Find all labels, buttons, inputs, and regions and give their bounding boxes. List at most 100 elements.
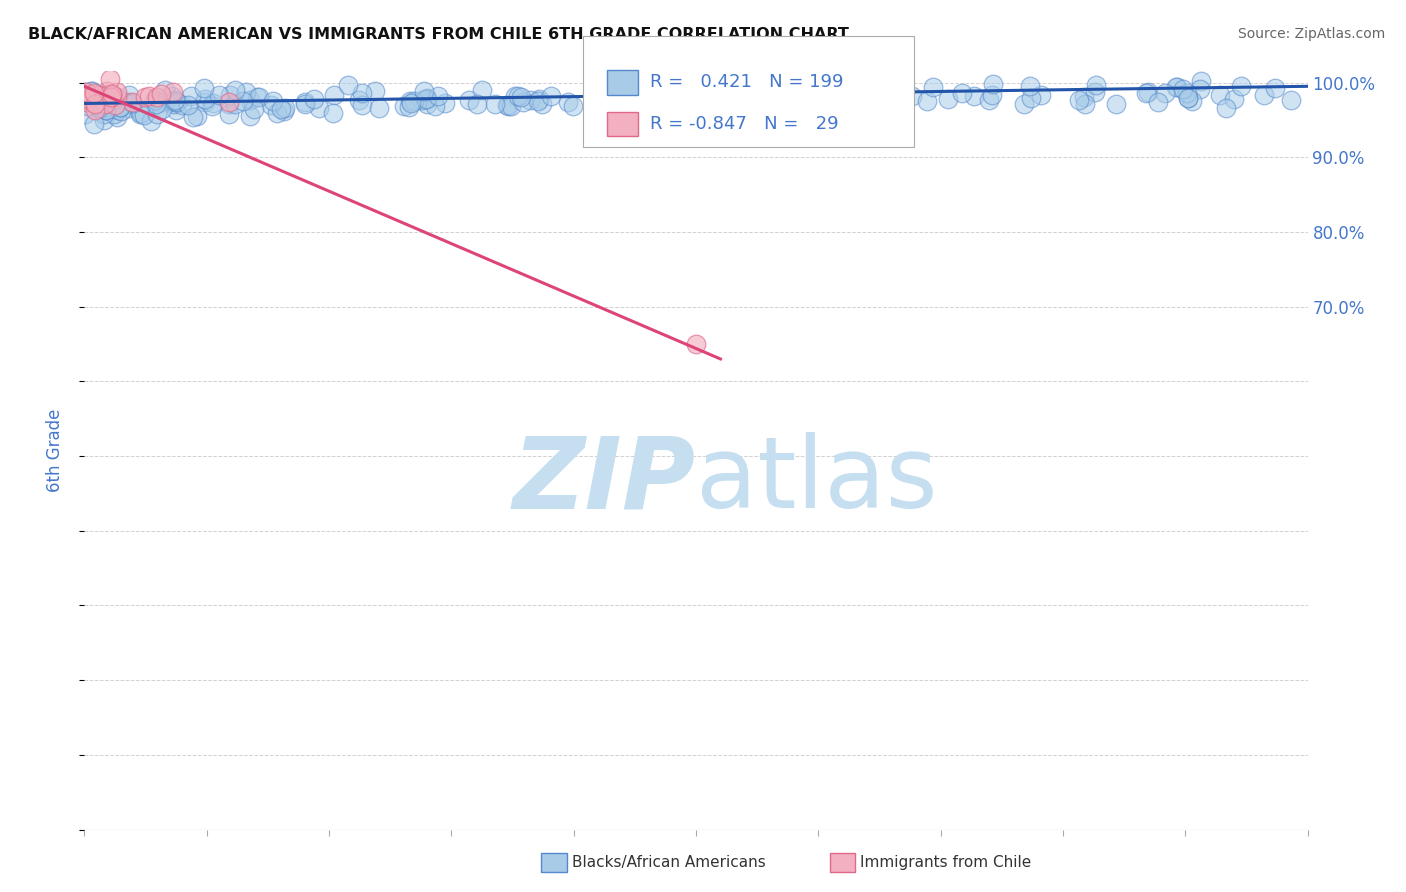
Point — [901, 88, 924, 103]
Point — [761, 87, 783, 102]
Point — [98, 71, 121, 86]
Point — [246, 90, 269, 104]
Point — [165, 103, 187, 117]
Point — [162, 85, 184, 99]
Point — [218, 107, 240, 121]
Point — [90, 97, 112, 112]
Point — [368, 101, 391, 115]
Point — [337, 78, 360, 92]
Point — [117, 95, 139, 109]
Point — [352, 86, 374, 100]
Point — [105, 89, 128, 103]
Point — [404, 94, 426, 108]
Point — [93, 107, 115, 121]
Point — [508, 89, 530, 103]
Point — [93, 113, 115, 128]
Point — [150, 87, 173, 102]
Point — [529, 92, 551, 106]
Point — [94, 103, 117, 117]
Point — [821, 83, 844, 97]
Point — [498, 99, 520, 113]
Point — [1215, 101, 1237, 115]
Point — [83, 103, 105, 117]
Point — [107, 103, 129, 118]
Point — [80, 90, 103, 104]
Point — [294, 97, 316, 112]
Point — [160, 89, 183, 103]
Y-axis label: 6th Grade: 6th Grade — [45, 409, 63, 492]
Point — [557, 95, 579, 110]
Point — [208, 88, 231, 103]
Point — [242, 102, 264, 116]
Point — [97, 87, 120, 102]
Point — [703, 102, 725, 116]
Point — [1264, 81, 1286, 95]
Point — [415, 92, 437, 106]
Point — [1073, 89, 1095, 103]
Point — [141, 114, 163, 128]
Point — [91, 101, 114, 115]
Point — [884, 70, 907, 84]
Point — [121, 95, 143, 110]
Point — [73, 106, 96, 120]
Point — [138, 88, 160, 103]
Point — [711, 100, 734, 114]
Point — [1135, 87, 1157, 101]
Text: BLACK/AFRICAN AMERICAN VS IMMIGRANTS FROM CHILE 6TH GRADE CORRELATION CHART: BLACK/AFRICAN AMERICAN VS IMMIGRANTS FRO… — [28, 27, 849, 42]
Point — [302, 92, 325, 106]
Point — [512, 95, 534, 110]
Point — [194, 93, 217, 107]
Point — [1230, 79, 1253, 94]
Point — [412, 84, 434, 98]
Point — [499, 99, 522, 113]
Point — [239, 109, 262, 123]
Point — [96, 84, 118, 98]
Point — [870, 82, 893, 96]
Point — [434, 96, 457, 111]
Point — [224, 83, 246, 97]
Point — [1223, 92, 1246, 106]
Point — [683, 95, 706, 110]
Point — [177, 98, 200, 112]
Point — [737, 80, 759, 95]
Point — [725, 89, 748, 103]
Point — [922, 80, 945, 95]
Point — [416, 91, 439, 105]
Point — [530, 96, 553, 111]
Point — [1069, 93, 1091, 107]
Point — [1253, 88, 1275, 103]
Text: ZIP: ZIP — [513, 433, 696, 529]
Point — [859, 87, 882, 101]
Point — [120, 96, 142, 111]
Point — [1085, 78, 1108, 92]
Point — [1177, 90, 1199, 104]
Point — [104, 90, 127, 104]
Point — [181, 110, 204, 124]
Point — [1166, 80, 1188, 95]
Point — [274, 102, 297, 116]
Point — [1175, 86, 1198, 100]
Point — [75, 86, 97, 100]
Point — [1181, 94, 1204, 108]
Point — [519, 93, 541, 107]
Point — [107, 101, 129, 115]
Point — [963, 89, 986, 103]
Point — [869, 95, 891, 110]
Point — [540, 89, 562, 103]
Point — [101, 87, 124, 102]
Point — [1084, 85, 1107, 99]
Point — [84, 96, 107, 111]
Point — [110, 103, 132, 118]
Point — [870, 94, 893, 108]
Point — [510, 90, 533, 104]
Point — [80, 84, 103, 98]
Point — [471, 83, 494, 97]
Point — [194, 95, 217, 109]
Point — [96, 103, 118, 117]
Point — [583, 89, 606, 103]
Text: R = -0.847   N =   29: R = -0.847 N = 29 — [650, 115, 838, 133]
Point — [105, 110, 128, 124]
Point — [425, 99, 447, 113]
Point — [89, 98, 111, 112]
Point — [952, 86, 974, 100]
